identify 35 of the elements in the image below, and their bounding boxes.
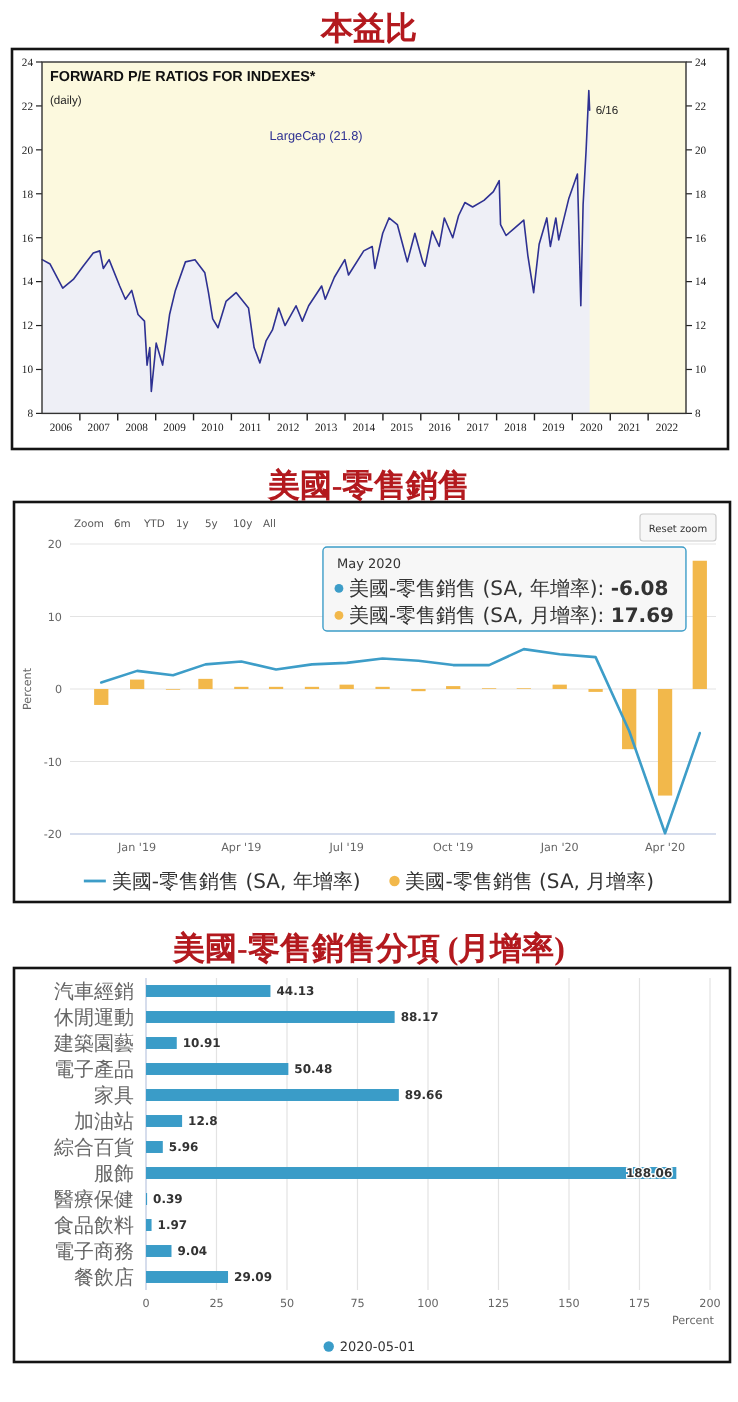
y-tick-label: 汽車經銷 xyxy=(54,980,134,1004)
y-tick-label: 電子產品 xyxy=(54,1058,134,1082)
y-tick-label: 電子商務 xyxy=(54,1240,134,1264)
y-tick-label: 食品飲料 xyxy=(54,1214,134,1238)
bar xyxy=(146,1167,677,1179)
bar xyxy=(146,1115,183,1127)
bar xyxy=(146,1063,289,1075)
legend-label: 美國-零售銷售 (SA, 年增率) xyxy=(111,870,361,894)
bar xyxy=(146,1245,172,1257)
bar xyxy=(146,1219,152,1231)
chart-title: 本益比 xyxy=(319,11,417,47)
bar xyxy=(146,1011,395,1023)
bar xyxy=(94,689,109,705)
y-tick-label: 服飾 xyxy=(94,1164,134,1186)
annotation: 美國-零售銷售 (SA, 年增率): -6.08 xyxy=(348,577,669,601)
bar xyxy=(146,1141,163,1153)
y-tick-label: 綜合百貨 xyxy=(52,1136,134,1160)
annotation: 美國-零售銷售 (SA, 月增率): 17.69 xyxy=(348,604,675,628)
chart-title: 美國-零售銷售 xyxy=(265,466,471,504)
bar xyxy=(692,560,707,689)
bar xyxy=(657,689,673,796)
bar xyxy=(146,1037,177,1049)
bar xyxy=(146,1271,229,1283)
y-tick-label: 建築園藝 xyxy=(52,1032,134,1056)
chart-title: 美國-零售銷售分項 (月增率) xyxy=(171,929,565,967)
y-tick-label: 餐飲店 xyxy=(74,1266,134,1290)
y-tick-label: 醫療保健 xyxy=(54,1188,134,1212)
y-tick-label: 休閒運動 xyxy=(54,1006,134,1030)
bar xyxy=(146,1089,399,1101)
y-tick-label: 家具 xyxy=(94,1084,134,1108)
bar xyxy=(198,678,213,689)
bar xyxy=(130,679,145,689)
y-tick-label: 加油站 xyxy=(74,1110,134,1134)
bar xyxy=(146,985,271,997)
legend-label: 美國-零售銷售 (SA, 月增率) xyxy=(405,870,655,894)
